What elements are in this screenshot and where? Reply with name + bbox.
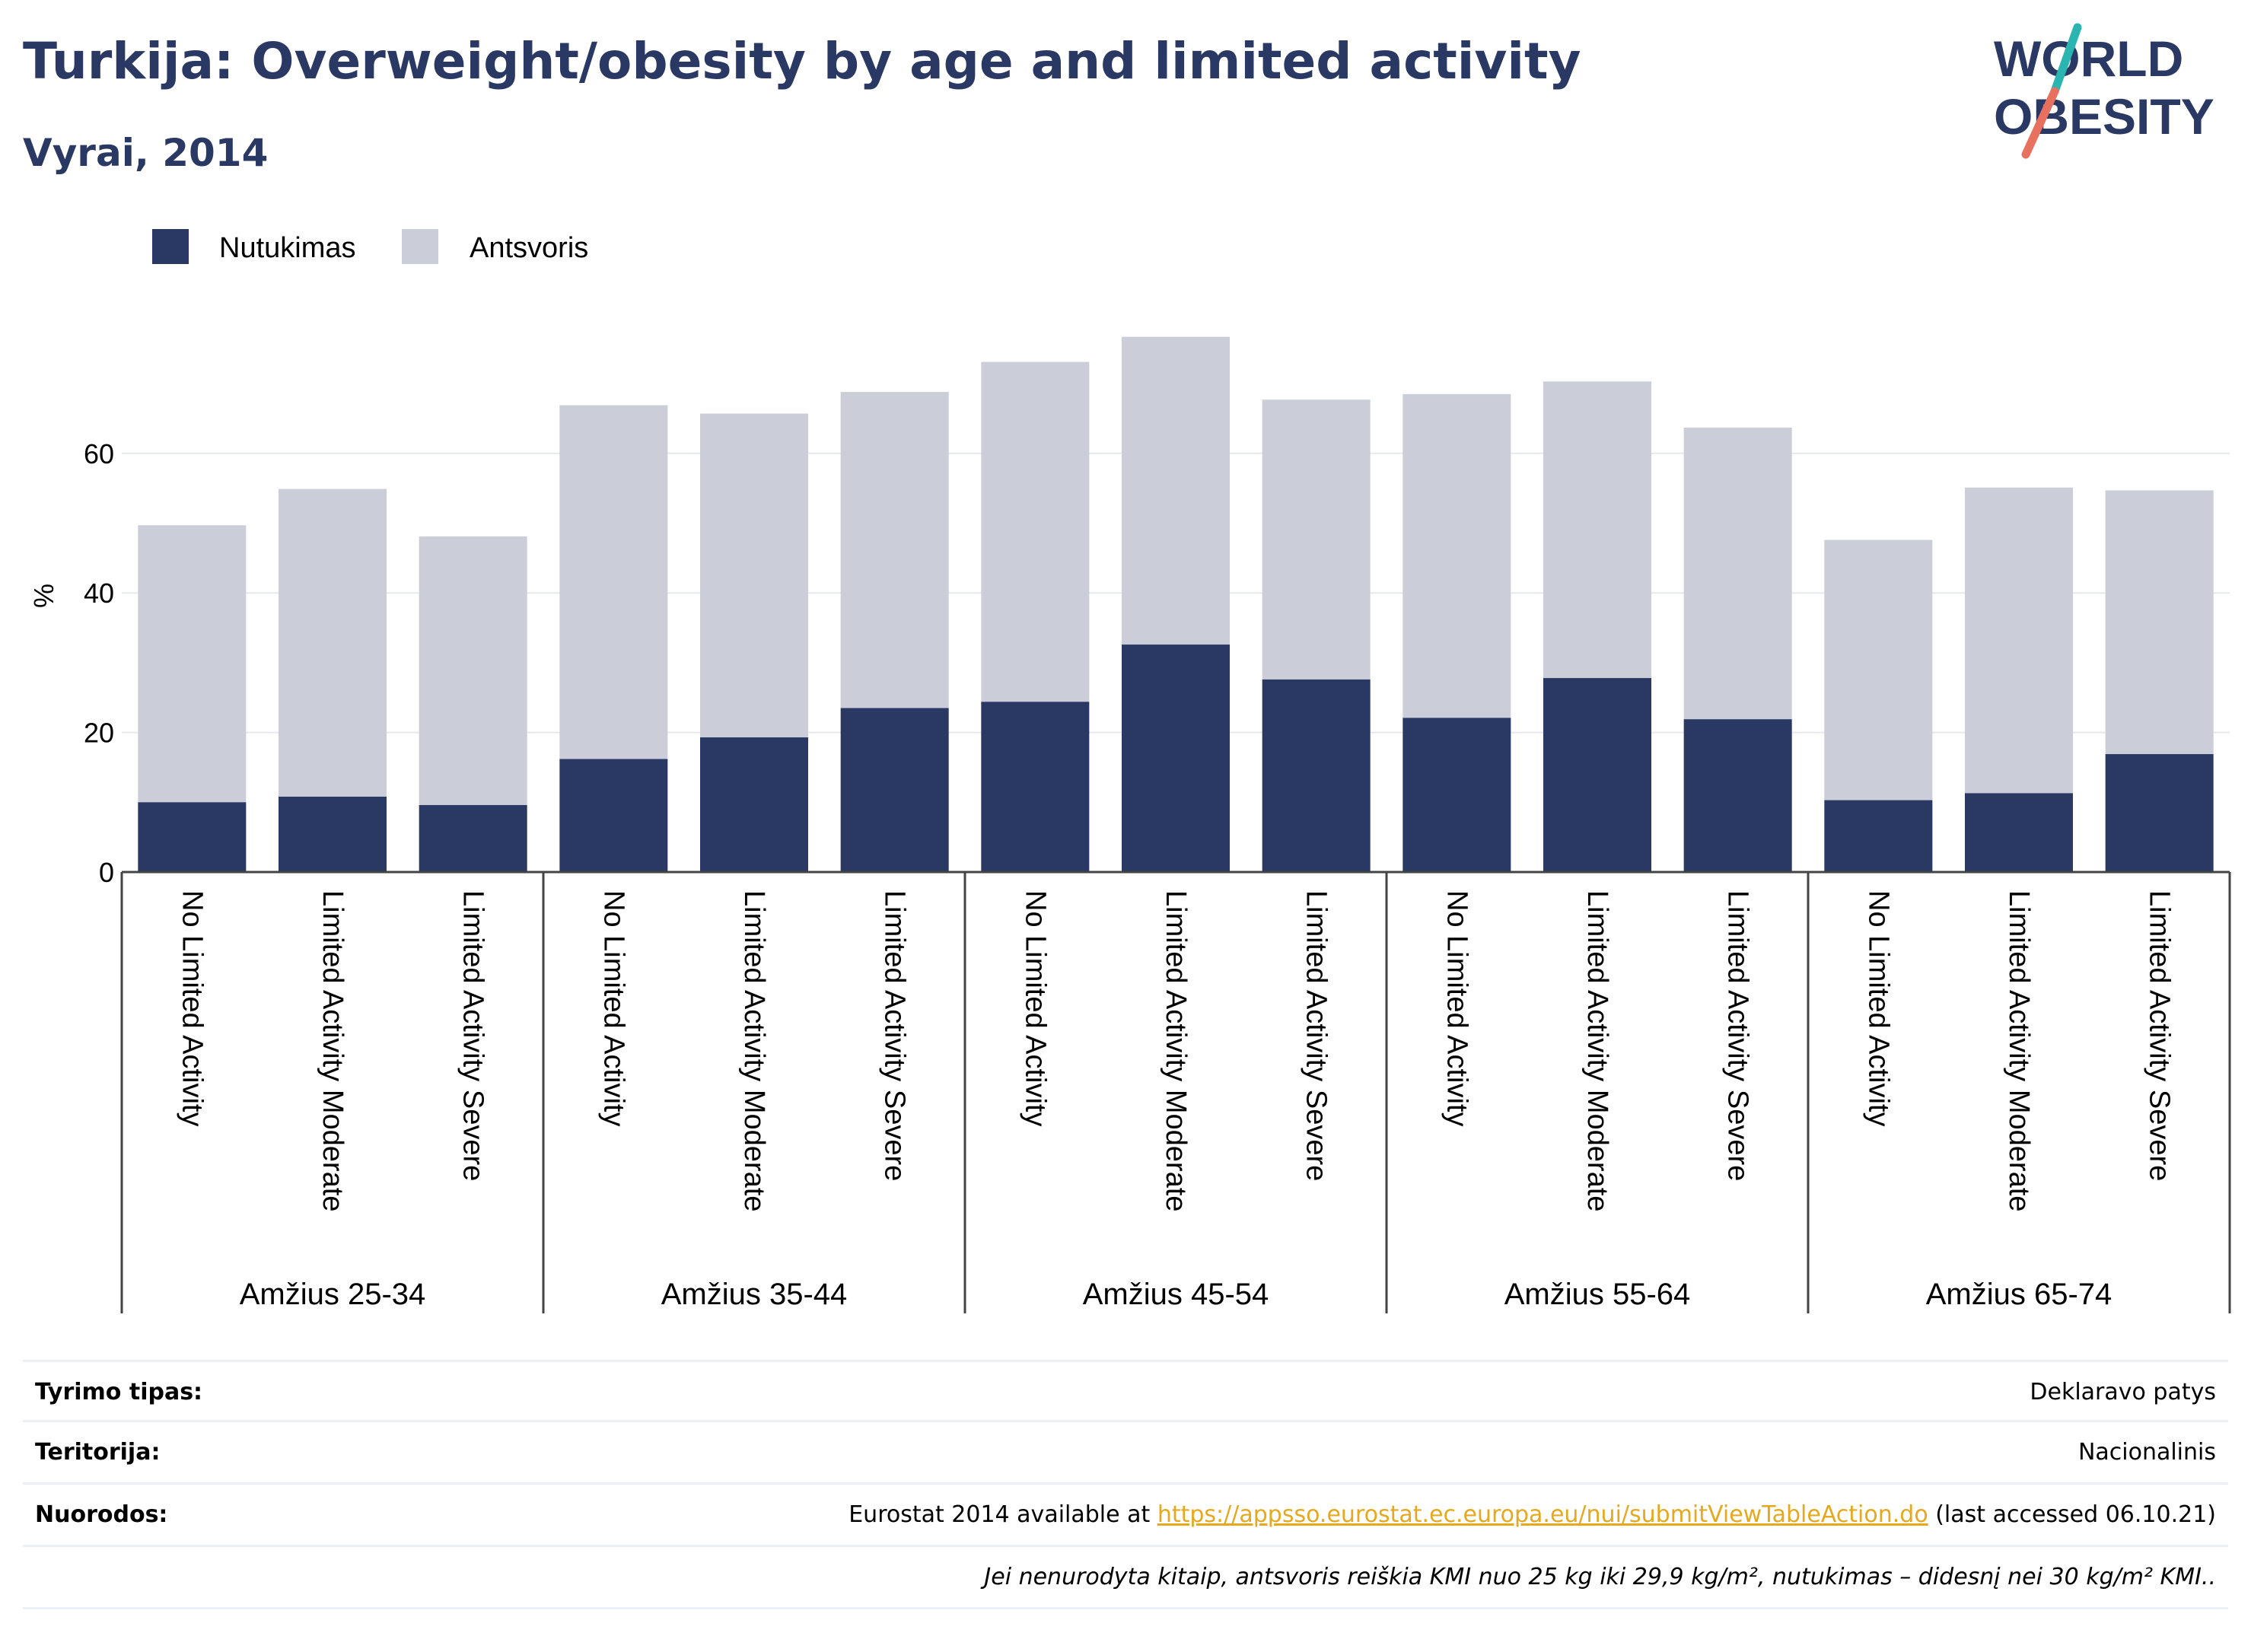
- x-tick-label: Limited Activity Severe: [1722, 890, 1754, 1181]
- x-tick-label: No Limited Activity: [176, 890, 208, 1126]
- logo-slash-teal: [2050, 23, 2082, 96]
- axes: [120, 871, 2231, 1313]
- bar-overweight: [1965, 487, 2073, 794]
- y-tick-label: 60: [84, 438, 114, 469]
- bar-obesity: [1965, 793, 2073, 872]
- info-row-references: Nuorodos: Eurostat 2014 available at htt…: [23, 1485, 2228, 1547]
- x-tick-labels: No Limited Activity Limited Activity Mode…: [176, 890, 2175, 1311]
- chart: 0 20 40 60 No Limited Activity Limited Activ…: [28, 229, 2231, 1313]
- x-tick-label: Limited Activity Moderate: [1581, 890, 1613, 1211]
- bar-obesity: [419, 804, 527, 872]
- bar-obesity: [1824, 800, 1933, 872]
- page-subtitle: Vyrai, 2014: [23, 131, 269, 175]
- x-tick-label: No Limited Activity: [1862, 890, 1894, 1126]
- info-label: Nuorodos:: [35, 1501, 168, 1528]
- bar-overweight: [138, 525, 247, 803]
- reference-text-before: Eurostat 2014 available at: [849, 1501, 1157, 1528]
- bar-obesity: [559, 759, 668, 872]
- x-tick-label: No Limited Activity: [597, 890, 629, 1126]
- y-tick-label: 20: [84, 718, 114, 749]
- info-row-footnote: Jei nenurodyta kitaip, antsvoris reiškia…: [23, 1547, 2228, 1609]
- info-row-territory: Teritorija: Nacionalinis: [23, 1422, 2228, 1485]
- info-label: Tyrimo tipas:: [35, 1379, 203, 1405]
- group-label: Amžius 65-74: [1926, 1278, 2113, 1311]
- x-tick-label: Limited Activity Severe: [457, 890, 489, 1181]
- bar-obesity: [2105, 754, 2214, 872]
- bar-overweight: [1122, 336, 1230, 645]
- bar-overweight: [840, 392, 949, 708]
- group-label: Amžius 45-54: [1083, 1278, 1269, 1311]
- x-tick-label: Limited Activity Moderate: [1160, 890, 1192, 1211]
- x-tick-label: No Limited Activity: [1441, 890, 1473, 1126]
- bar-obesity: [1122, 645, 1230, 872]
- group-label: Amžius 35-44: [661, 1278, 848, 1311]
- bar-overweight: [559, 405, 668, 759]
- bar-obesity: [840, 708, 949, 872]
- reference-link[interactable]: https://appsso.eurostat.ec.europa.eu/nui…: [1157, 1501, 1928, 1528]
- legend-swatch: [152, 229, 189, 264]
- info-value: Deklaravo patys: [2030, 1379, 2216, 1405]
- x-tick-label: Limited Activity Severe: [879, 890, 911, 1181]
- logo-text-world: WORLD: [1994, 30, 2183, 87]
- bar-obesity: [138, 802, 247, 872]
- logo-slash-coral: [2021, 87, 2059, 159]
- bar-overweight: [700, 413, 808, 738]
- bar-obesity: [981, 702, 1090, 872]
- bar-obesity: [1543, 678, 1651, 872]
- footnote: Jei nenurodyta kitaip, antsvoris reiškia…: [984, 1564, 2216, 1590]
- bar-obesity: [1262, 679, 1371, 872]
- bars: [138, 336, 2214, 872]
- legend-swatch: [402, 229, 438, 264]
- bar-overweight: [1543, 381, 1651, 679]
- bar-overweight: [1824, 540, 1933, 801]
- bar-obesity: [1402, 718, 1511, 872]
- page-title: Turkija: Overweight/obesity by age and l…: [23, 32, 1581, 91]
- y-tick-label: 0: [99, 857, 114, 888]
- x-tick-label: Limited Activity Moderate: [738, 890, 770, 1211]
- info-value: Nacionalinis: [2077, 1439, 2216, 1466]
- group-label: Amžius 25-34: [240, 1278, 426, 1311]
- group-label: Amžius 55-64: [1504, 1278, 1691, 1311]
- bar-overweight: [419, 536, 527, 805]
- reference-text-after: (last accessed 06.10.21): [1928, 1501, 2216, 1528]
- y-tick-label: 40: [84, 578, 114, 609]
- x-tick-label: Limited Activity Moderate: [2003, 890, 2035, 1211]
- bar-obesity: [279, 796, 387, 872]
- info-value: Eurostat 2014 available at https://appss…: [849, 1501, 2216, 1528]
- info-table: Tyrimo tipas: Deklaravo patys Teritorija…: [23, 1360, 2228, 1609]
- y-tick-labels: 0 20 40 60: [84, 438, 114, 888]
- bar-overweight: [981, 361, 1090, 702]
- x-tick-label: Limited Activity Severe: [1301, 890, 1332, 1181]
- bar-obesity: [700, 737, 808, 872]
- x-tick-label: No Limited Activity: [1019, 890, 1051, 1126]
- world-obesity-logo: WORLD OBESITY: [1994, 23, 2214, 159]
- legend: Nutukimas Antsvoris: [152, 229, 588, 264]
- bar-overweight: [1683, 427, 1792, 720]
- legend-label: Nutukimas: [219, 232, 356, 264]
- bar-overweight: [1402, 393, 1511, 718]
- bar-overweight: [279, 489, 387, 797]
- bar-overweight: [2105, 490, 2214, 755]
- x-tick-label: Limited Activity Severe: [2144, 890, 2176, 1181]
- bar-obesity: [1683, 719, 1792, 872]
- bar-overweight: [1262, 399, 1371, 680]
- info-row-survey-type: Tyrimo tipas: Deklaravo patys: [23, 1360, 2228, 1422]
- legend-label: Antsvoris: [470, 232, 588, 264]
- info-label: Teritorija:: [35, 1439, 161, 1466]
- x-tick-label: Limited Activity Moderate: [317, 890, 349, 1211]
- y-axis-label: %: [28, 584, 59, 608]
